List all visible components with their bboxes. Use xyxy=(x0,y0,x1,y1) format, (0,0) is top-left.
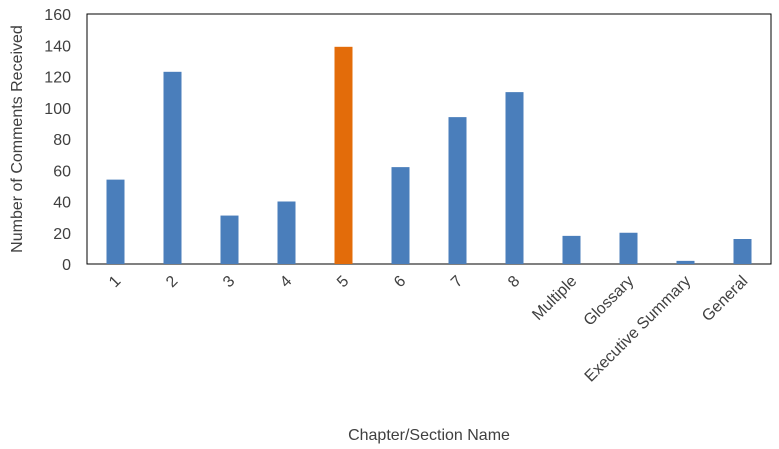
bar-executive-summary xyxy=(676,260,695,264)
x-tick-label: 2 xyxy=(163,273,181,291)
y-tick-label: 40 xyxy=(53,195,71,212)
x-tick-label: 1 xyxy=(106,273,124,291)
y-tick-label: 120 xyxy=(44,70,71,87)
bar-3 xyxy=(220,215,239,264)
y-axis-title: Number of Comments Received xyxy=(9,25,26,253)
y-tick-label: 160 xyxy=(44,7,71,24)
x-axis-title: Chapter/Section Name xyxy=(348,427,510,444)
y-axis-ticks: 0 20 40 60 80 100 120 140 160 xyxy=(44,7,71,274)
x-tick-label: Multiple xyxy=(529,273,580,324)
x-tick-label: 3 xyxy=(220,273,238,291)
x-tick-label: General xyxy=(699,273,751,325)
x-tick-label: Glossary xyxy=(581,273,638,330)
bar-4 xyxy=(277,201,296,264)
y-tick-label: 140 xyxy=(44,38,71,55)
bars-group xyxy=(106,46,752,264)
x-tick-label: 4 xyxy=(277,273,295,291)
bar-5 xyxy=(334,46,353,264)
bar-8 xyxy=(505,92,524,264)
bar-6 xyxy=(391,167,410,264)
x-tick-label: 7 xyxy=(448,273,466,291)
bar-general xyxy=(733,239,752,264)
plot-area-frame xyxy=(86,13,772,265)
bar-7 xyxy=(448,117,467,264)
bar-1 xyxy=(106,179,125,264)
x-tick-label: 8 xyxy=(505,273,523,291)
bar-multiple xyxy=(562,235,581,264)
y-tick-label: 20 xyxy=(53,226,71,243)
x-tick-label: 6 xyxy=(391,273,409,291)
y-tick-label: 0 xyxy=(62,257,71,274)
bar-glossary xyxy=(619,232,638,264)
y-tick-label: 80 xyxy=(53,132,71,149)
y-tick-label: 100 xyxy=(44,101,71,118)
x-tick-label: 5 xyxy=(334,273,352,291)
x-tick-label: Executive Summary xyxy=(582,273,695,386)
bar-2 xyxy=(163,71,182,264)
y-tick-label: 60 xyxy=(53,163,71,180)
